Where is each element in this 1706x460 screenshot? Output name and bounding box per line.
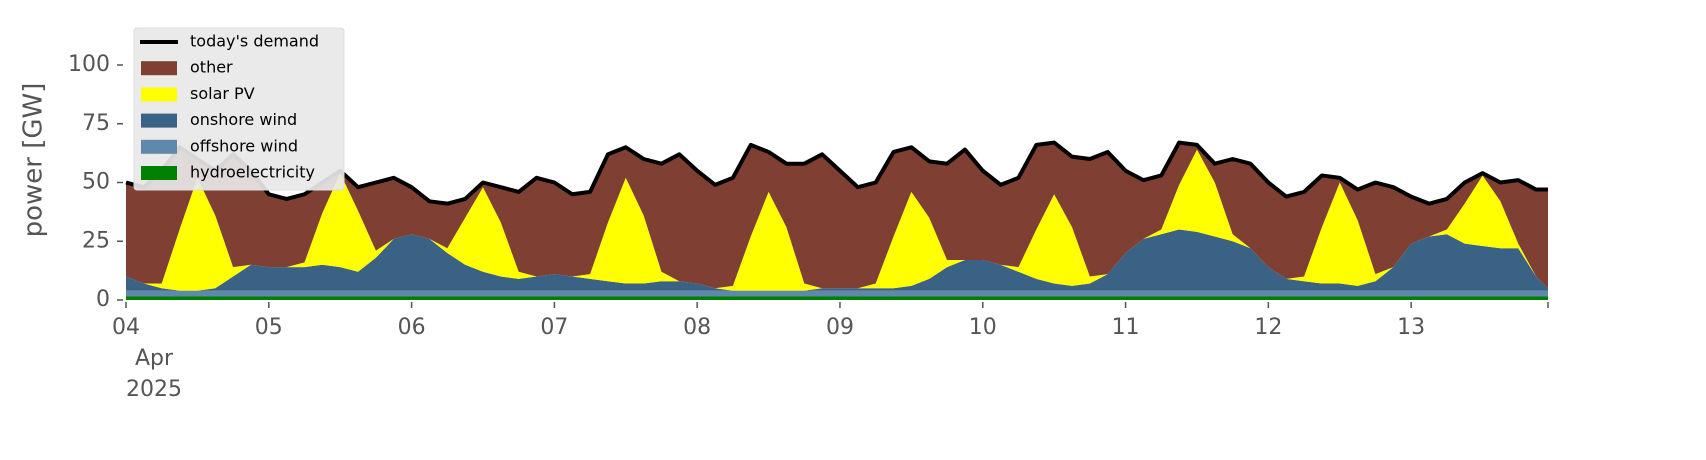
- y-tick-label: 25: [82, 228, 110, 253]
- legend-box: [133, 27, 345, 191]
- y-axis-label: power [GW]: [19, 83, 49, 238]
- area: [126, 290, 1548, 297]
- legend-swatch: [141, 139, 177, 154]
- x-tick-label: 08: [683, 315, 711, 340]
- x-tick-label: 06: [398, 315, 426, 340]
- x-tick-label: 07: [540, 315, 568, 340]
- y-tick-label: 100: [68, 52, 110, 77]
- area: [126, 296, 1548, 300]
- x-tick-label: 11: [1112, 315, 1140, 340]
- x-tick-label: 04: [112, 315, 140, 340]
- legend-swatch: [141, 113, 177, 128]
- x-tick-label: Apr: [135, 346, 174, 371]
- y-tick-label: 0: [96, 287, 110, 312]
- demand-line: [125, 140, 1548, 206]
- area: [126, 229, 1548, 291]
- legend-label: today's demand: [190, 32, 319, 51]
- legend-label: onshore wind: [190, 110, 297, 129]
- x-tick-label: 05: [255, 315, 283, 340]
- x-tick-label: 13: [1397, 315, 1425, 340]
- x-tick-label: 09: [826, 315, 854, 340]
- legend-swatch: [141, 61, 177, 76]
- y-tick-label: 75: [82, 111, 110, 136]
- legend: today's demand other solar PV onshore wind o…: [133, 27, 345, 191]
- legend-label: offshore wind: [190, 136, 298, 155]
- legend-label: hydroelectricity: [190, 163, 315, 182]
- x-tick-label: 12: [1254, 315, 1282, 340]
- area: [126, 149, 1548, 291]
- legend-swatch: [141, 166, 177, 180]
- y-tick-label: 50: [82, 170, 110, 195]
- legend-swatch: [141, 87, 177, 102]
- legend-label: solar PV: [190, 84, 255, 103]
- x-tick-label: 10: [969, 315, 997, 340]
- legend-label: other: [190, 58, 233, 77]
- area: [126, 142, 1548, 289]
- x-tick-label: 2025: [126, 377, 182, 402]
